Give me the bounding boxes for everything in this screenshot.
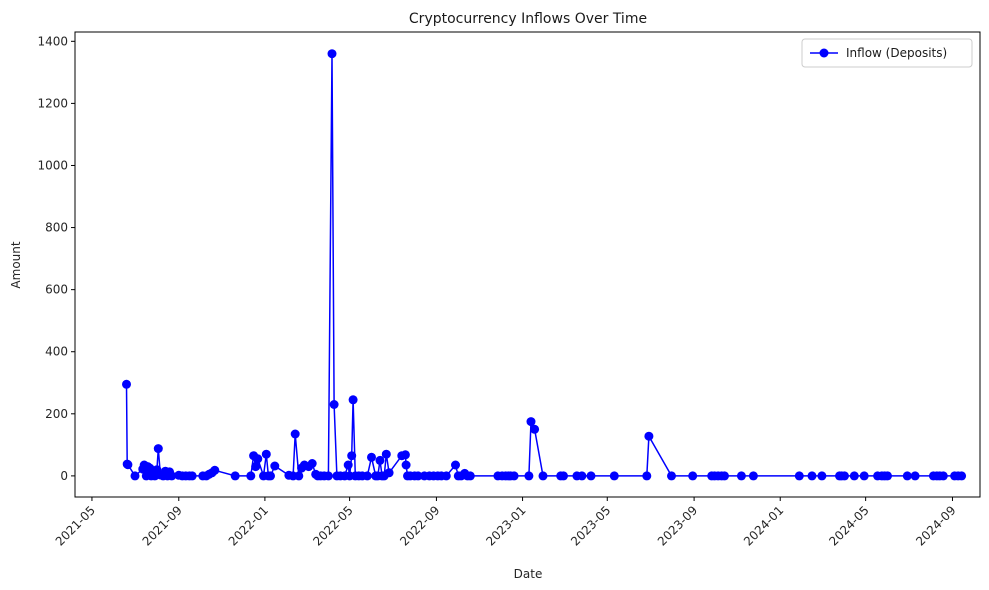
data-point xyxy=(910,471,920,481)
data-point xyxy=(902,471,912,481)
y-tick-label: 0 xyxy=(60,469,68,483)
data-point xyxy=(840,471,849,481)
data-point xyxy=(123,460,133,470)
data-point xyxy=(577,471,587,481)
y-tick-label: 1200 xyxy=(37,96,68,110)
legend-box xyxy=(801,38,973,68)
y-tick-label: 400 xyxy=(45,345,68,359)
data-point xyxy=(122,379,131,389)
data-point xyxy=(375,455,385,465)
data-point xyxy=(153,444,163,454)
chart-title: Cryptocurrency Inflows Over Time xyxy=(409,11,647,27)
data-point xyxy=(307,459,317,468)
data-point xyxy=(748,471,758,481)
data-point xyxy=(167,471,177,481)
data-point xyxy=(347,451,357,461)
legend: Inflow (Deposits) xyxy=(801,38,973,68)
data-point xyxy=(401,460,411,470)
y-tick-label: 1000 xyxy=(37,158,68,172)
data-point xyxy=(667,471,676,481)
y-axis: 0 200 400 600 800 1000 1200 1400 xyxy=(37,34,75,483)
data-point xyxy=(559,471,568,481)
y-tick-label: 600 xyxy=(45,283,68,297)
data-point xyxy=(609,471,619,481)
data-point xyxy=(343,460,353,470)
data-point xyxy=(720,471,729,481)
plot-frame xyxy=(74,31,981,498)
data-point xyxy=(290,429,300,439)
data-point xyxy=(642,471,652,481)
y-tick-label: 1400 xyxy=(37,34,68,48)
data-point xyxy=(538,471,548,481)
data-point xyxy=(524,471,534,481)
y-tick-label: 800 xyxy=(45,221,68,235)
series-layer xyxy=(122,49,967,481)
data-point xyxy=(400,450,410,460)
data-point xyxy=(381,449,391,459)
data-point xyxy=(261,449,271,459)
data-point xyxy=(938,471,948,481)
data-point xyxy=(688,471,698,481)
data-point xyxy=(957,471,967,481)
data-point xyxy=(413,471,423,481)
data-point xyxy=(586,471,596,481)
legend-marker-sample xyxy=(819,48,829,58)
data-point xyxy=(817,471,827,481)
data-point xyxy=(530,424,540,434)
data-point xyxy=(509,471,519,481)
x-axis-label: Date xyxy=(514,567,543,581)
data-point xyxy=(327,49,337,59)
data-point xyxy=(187,471,197,481)
data-point xyxy=(130,471,140,481)
data-point xyxy=(526,417,536,427)
data-point xyxy=(253,454,263,464)
data-point xyxy=(441,471,451,481)
y-tick-label: 200 xyxy=(45,407,68,421)
data-point xyxy=(323,471,333,481)
data-point xyxy=(384,468,394,478)
data-point xyxy=(329,400,339,409)
data-point xyxy=(348,395,358,405)
data-point xyxy=(266,471,275,481)
data-point xyxy=(644,431,654,441)
data-point xyxy=(294,471,304,481)
data-point xyxy=(367,452,376,462)
y-axis-label: Amount xyxy=(9,241,23,288)
data-point xyxy=(270,461,280,471)
data-point xyxy=(736,471,746,481)
data-point xyxy=(451,460,460,470)
data-point xyxy=(210,465,220,475)
data-point xyxy=(246,471,256,481)
data-point xyxy=(362,471,372,481)
data-point xyxy=(883,471,892,481)
data-point xyxy=(251,462,261,472)
data-point xyxy=(807,471,817,481)
data-point xyxy=(794,471,804,481)
data-point xyxy=(230,471,240,481)
data-point xyxy=(849,471,859,481)
data-point xyxy=(465,471,475,481)
data-point xyxy=(859,471,869,481)
legend-label: Inflow (Deposits) xyxy=(846,46,947,60)
